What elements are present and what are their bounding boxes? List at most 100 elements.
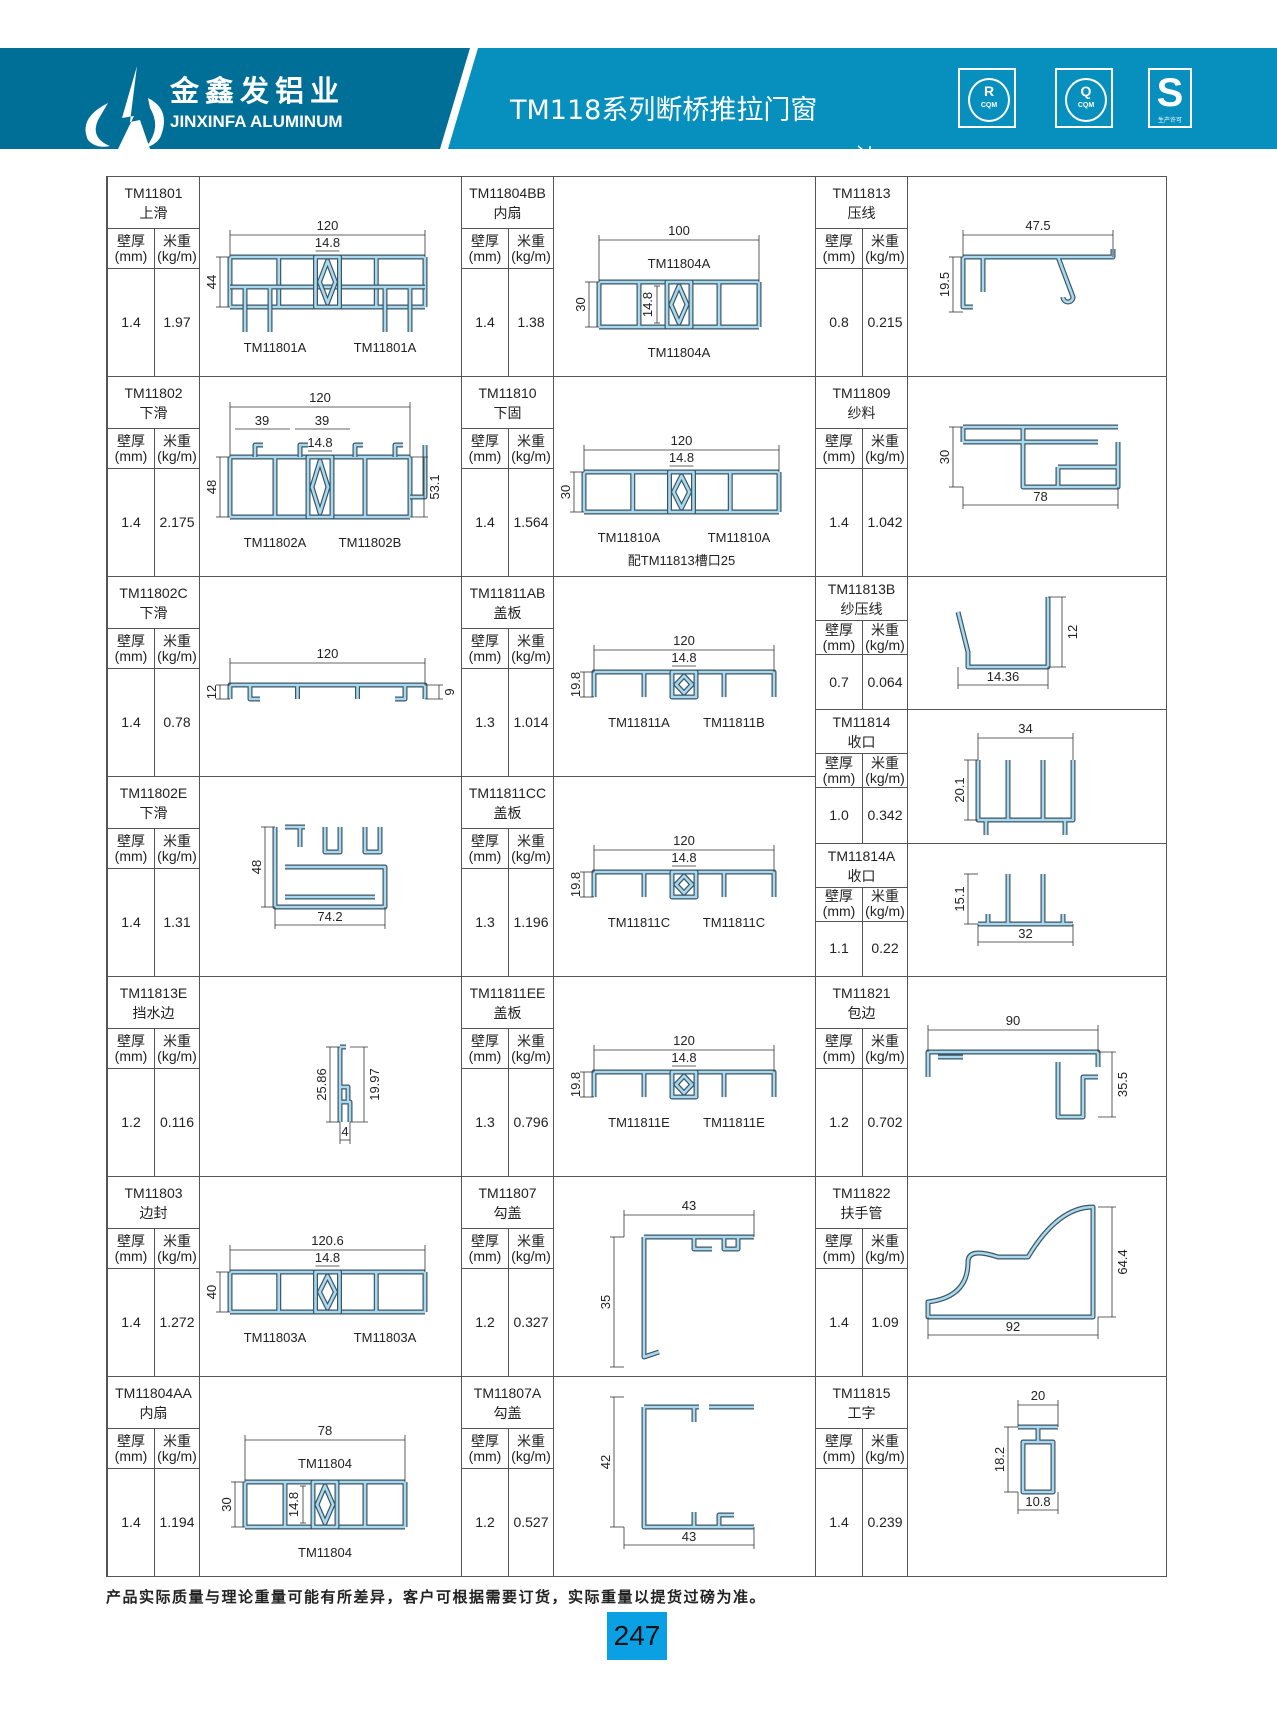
profile-name: 下滑 [139,605,168,621]
profile-section-drawing: 12 14.36 [955,596,1080,689]
profile-code: TM11807 [478,1185,537,1201]
profile-drawing: 15.1 32 [908,844,1166,976]
weight-unit: (kg/m) [511,247,551,264]
profile-item: TM11813 压线 壁厚 (mm) 米重 (kg/m) 0.8 0.215 47.… [815,177,1166,377]
dimension-height: 12 [204,685,219,699]
dimension-break: 14.8 [315,1250,340,1265]
arrow-icon [857,145,871,149]
thickness-label: 壁厚 [825,432,853,449]
weight-label: 米重 [871,432,899,449]
wall-thickness: 1.4 [462,269,509,376]
profile-name: 边封 [139,1205,168,1221]
dimension-height: 19.8 [568,672,583,697]
weight-unit: (kg/m) [511,647,551,664]
profile-section-drawing: 64.4 92 [925,1204,1130,1339]
dimension-height: 20.1 [952,778,967,803]
dimension-height: 42 [598,1455,613,1469]
part-label: TM11804A [648,256,711,271]
spec-cell: TM11822 扶手管 壁厚 (mm) 米重 (kg/m) 1.4 1.09 [815,1177,908,1376]
thickness-label: 壁厚 [825,888,853,905]
profile-section [926,1205,1095,1319]
profile-code: TM11801 [124,185,183,201]
part-label: TM11804 [298,1545,352,1560]
profile-name: 纱料 [847,405,876,421]
wall-thickness: 1.2 [462,1469,509,1576]
spec-cell: TM11809 纱料 壁厚 (mm) 米重 (kg/m) 1.4 1.042 [815,377,908,576]
dimension-sub: 39 [255,413,269,428]
part-label: TM11804 [298,1456,352,1471]
profile-code: TM11802E [119,785,188,801]
thickness-unit: (mm) [468,647,502,664]
profile-section [311,1480,339,1529]
wall-thickness: 1.3 [462,669,509,776]
profile-drawing: 47.5 19.5 [908,177,1166,376]
profile-code: TM11813E [119,985,188,1001]
thickness-label: 壁厚 [117,632,145,649]
thickness-unit: (mm) [822,1447,856,1464]
thickness-label: 壁厚 [117,1032,145,1049]
profile-section [228,455,412,519]
wall-thickness: 1.4 [108,869,155,976]
cqm-q-cert-icon: Q CQM [1055,68,1113,128]
dimension-break: 14.8 [671,1050,696,1065]
thickness-unit: (mm) [822,247,856,264]
weight-unit: (kg/m) [511,1247,551,1264]
profile-drawing: 120 14.8 44 TM11801A TM11801A [200,177,461,376]
profile-code: TM11803 [124,1185,183,1201]
thickness-unit: (mm) [822,636,856,653]
dimension-height: 64.4 [1115,1249,1130,1274]
dimension-height: 19.8 [568,872,583,897]
profile-item: TM11804BB 内扇 壁厚 (mm) 米重 (kg/m) 1.4 1.38 10… [461,177,815,377]
weight-unit: (kg/m) [511,447,551,464]
profile-name: 纱压线 [840,601,883,617]
part-label: TM11801A [244,340,307,355]
weight-per-meter: 1.196 [513,914,549,930]
weight-unit: (kg/m) [157,647,197,664]
wall-thickness: 1.4 [108,1269,155,1376]
spec-cell: TM11807 勾盖 壁厚 (mm) 米重 (kg/m) 1.2 0.327 [461,1177,554,1376]
dimension-width: 120 [673,833,695,848]
weight-per-meter: 0.78 [163,714,191,730]
dimension-break: 14.8 [307,435,332,450]
profile-drawing: 120.6 14.8 40 TM11803A TM11803A [200,1177,461,1376]
dimension-width: 78 [318,1423,332,1438]
thickness-unit: (mm) [468,1247,502,1264]
weight-unit: (kg/m) [157,1047,197,1064]
spec-cell: TM11804BB 内扇 壁厚 (mm) 米重 (kg/m) 1.4 1.38 [461,177,554,376]
dimension-break: 14.8 [640,292,655,317]
profile-drawing: 78 TM11804 14.8 30 TM11804 [200,1377,461,1576]
weight-label: 米重 [163,432,191,449]
weight-unit: (kg/m) [157,447,197,464]
wall-thickness: 1.1 [816,921,863,976]
profile-code: TM11804BB [469,185,546,201]
page-title: TM118系列断桥推拉门窗 [510,95,818,126]
part-label: TM11811E [703,1115,765,1130]
part-label: TM11802A [244,535,307,550]
dimension-height: 30 [558,485,573,499]
dimension-width: 92 [1006,1319,1020,1334]
weight-unit: (kg/m) [511,1447,551,1464]
profile-section-drawing: 120.6 14.8 40 TM11803A TM11803A [204,1233,428,1345]
thickness-unit: (mm) [468,1047,502,1064]
wall-thickness: 1.3 [462,1069,509,1176]
thickness-unit: (mm) [114,1047,148,1064]
profile-item: TM11801 上滑 壁厚 (mm) 米重 (kg/m) 1.4 1.97 120 1… [107,177,461,377]
weight-unit: (kg/m) [865,1047,905,1064]
profile-drawing: 120 14.8 19.8 TM11811C TM11811C [554,777,815,976]
weight-label: 米重 [517,432,545,449]
dimension-height: 40 [204,1285,219,1299]
profile-section-drawing: 42 43 [598,1396,755,1549]
wall-thickness: 1.4 [108,269,155,376]
profile-item: TM11814A 收口 壁厚 (mm) 米重 (kg/m) 1.1 0.22 15.… [815,843,1166,977]
profile-section-drawing: 120 14.8 19.8 TM11811E TM11811E [568,1033,777,1130]
part-label: TM11811A [608,715,670,730]
profile-name: 内扇 [493,205,522,221]
spec-cell: TM11802E 下滑 壁厚 (mm) 米重 (kg/m) 1.4 1.31 [107,777,200,976]
part-label: TM11811B [703,715,765,730]
wall-thickness: 0.8 [816,269,863,376]
brand-name-en: JINXINFA ALUMINUM [170,112,343,131]
profile-item: TM11815 工字 壁厚 (mm) 米重 (kg/m) 1.4 0.239 20 1… [815,1377,1166,1577]
dimension-break: 14.8 [671,650,696,665]
thickness-unit: (mm) [822,447,856,464]
wall-thickness: 1.2 [462,1269,509,1376]
